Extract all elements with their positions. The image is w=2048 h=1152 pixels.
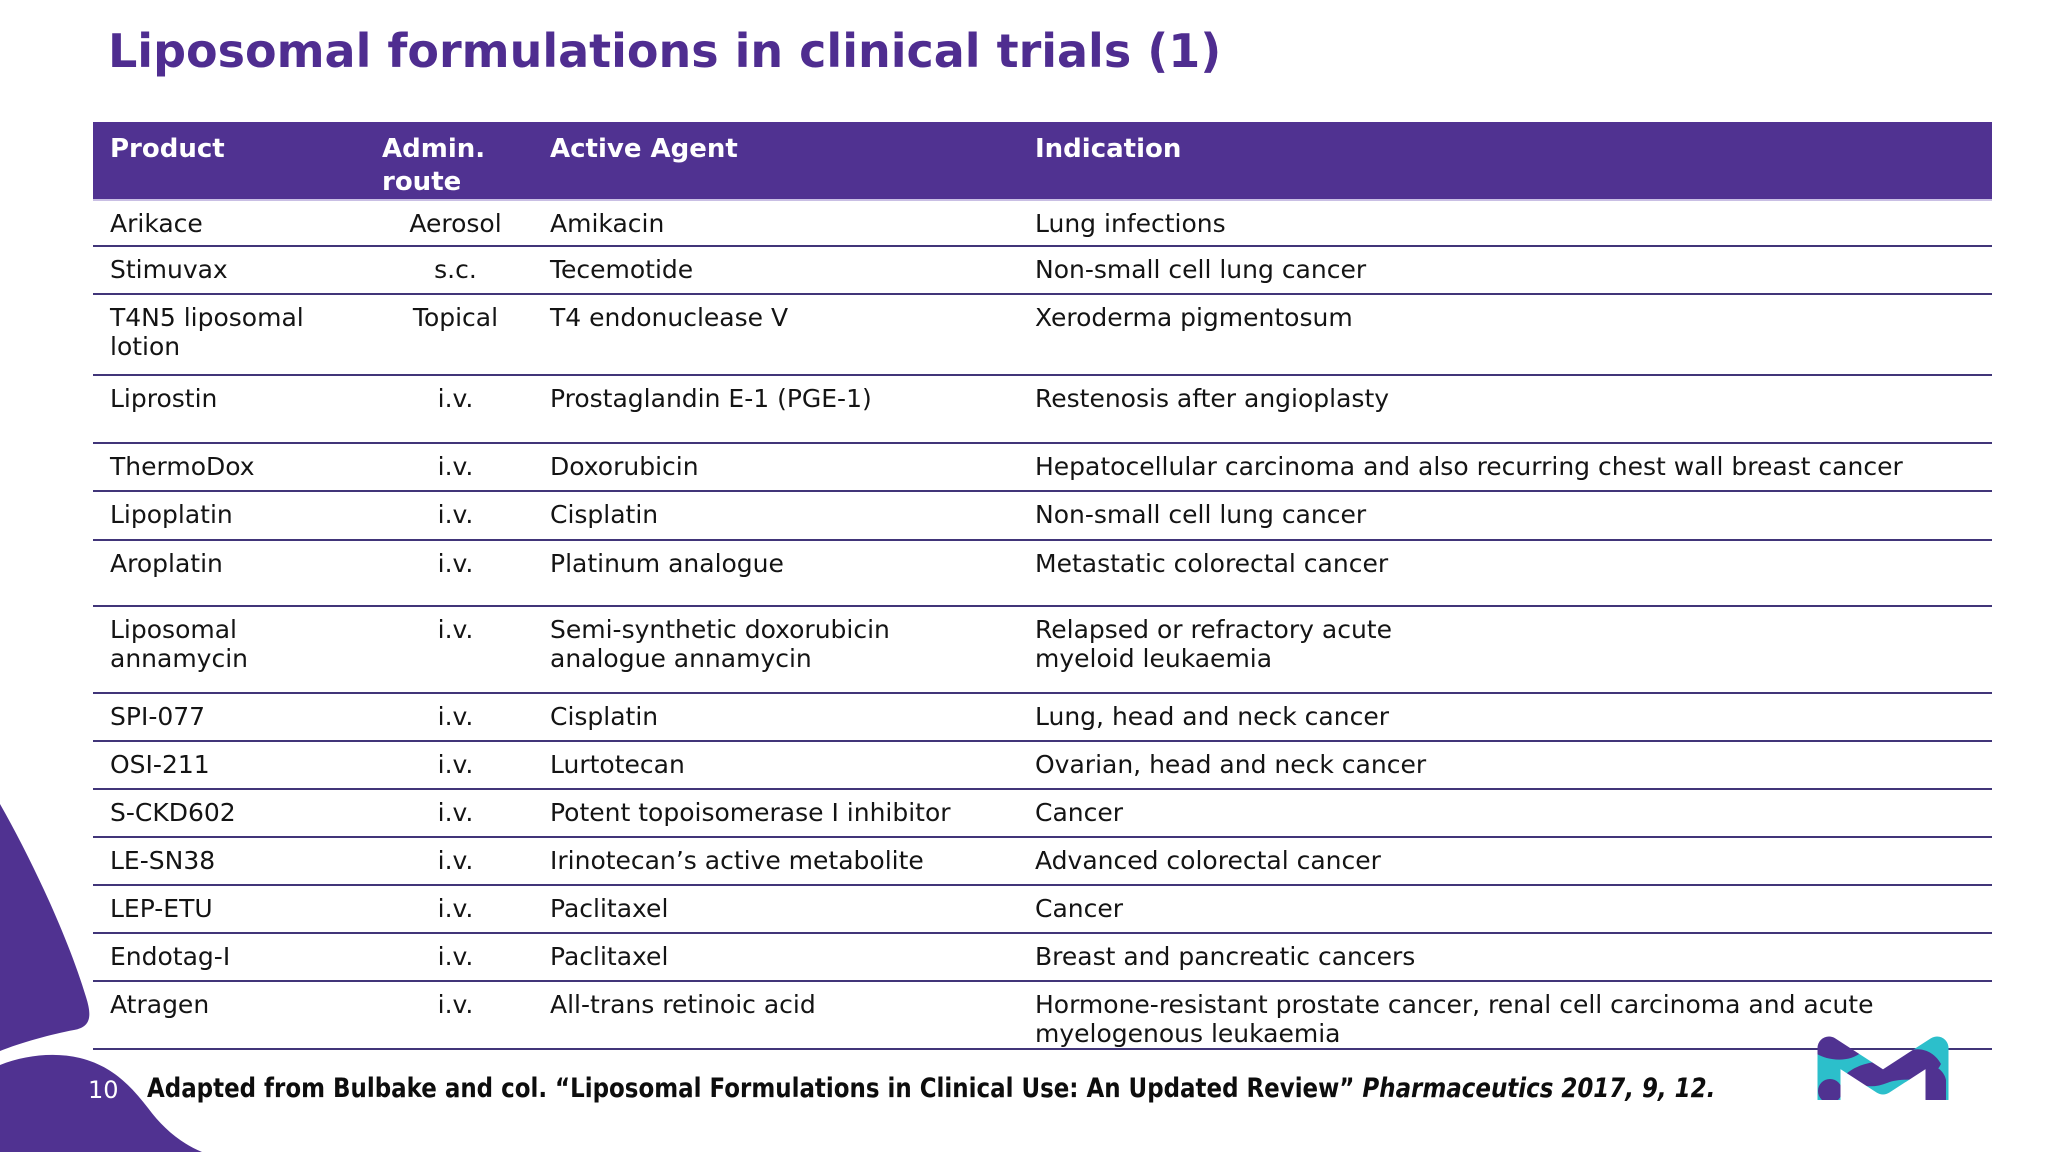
cell-active-agent: Lurtotecan (550, 750, 685, 779)
cell-product: SPI-077 (110, 702, 206, 731)
cell-product: OSI-211 (110, 750, 210, 779)
column-header-admin-route: Admin. route (382, 134, 486, 197)
page-title: Liposomal formulations in clinical trial… (108, 24, 1222, 78)
cell-active-agent: Cisplatin (550, 500, 659, 529)
cell-product: Stimuvax (110, 255, 228, 284)
citation-source: Pharmaceutics 2017, 9, 12. (1362, 1073, 1716, 1104)
footer-citation: Adapted from Bulbake and col. “Liposomal… (147, 1072, 1715, 1106)
table-row: LE-SN38 i.v. Irinotecan’s active metabol… (93, 838, 1992, 886)
cell-admin-route: i.v. (437, 452, 474, 481)
cell-admin-route: i.v. (437, 384, 474, 413)
cell-active-agent: Paclitaxel (550, 894, 669, 923)
table-row: LEP-ETU i.v. Paclitaxel Cancer (93, 886, 1992, 934)
cell-active-agent: Potent topoisomerase I inhibitor (550, 798, 951, 827)
cell-admin-route: Topical (412, 303, 499, 332)
cell-admin-route: Aerosol (409, 209, 502, 238)
cell-active-agent: Paclitaxel (550, 942, 669, 971)
cell-admin-route: i.v. (437, 990, 474, 1019)
cell-indication: Restenosis after angioplasty (1035, 384, 1390, 413)
cell-indication: Lung, head and neck cancer (1035, 702, 1389, 731)
cell-admin-route: i.v. (437, 846, 474, 875)
cell-admin-route: i.v. (437, 942, 474, 971)
merck-logo-icon (1817, 1033, 1949, 1100)
table-row: Aroplatin i.v. Platinum analogue Metasta… (93, 541, 1992, 607)
cell-active-agent: Semi-synthetic doxorubicin analogue anna… (550, 615, 890, 673)
table-row: OSI-211 i.v. Lurtotecan Ovarian, head an… (93, 742, 1992, 790)
cell-indication: Non-small cell lung cancer (1035, 255, 1367, 284)
table-header-row: Product Admin. route Active Agent Indica… (93, 122, 1992, 201)
cell-product: Endotag-I (110, 942, 231, 971)
cell-admin-route: i.v. (437, 549, 474, 578)
cell-indication: Breast and pancreatic cancers (1035, 942, 1416, 971)
cell-product: Arikace (110, 209, 203, 238)
cell-indication: Hormone-resistant prostate cancer, renal… (1035, 990, 1874, 1048)
cell-admin-route: i.v. (437, 798, 474, 827)
cell-admin-route: i.v. (437, 750, 474, 779)
table-row: Liposomal annamycin i.v. Semi-synthetic … (93, 607, 1992, 694)
table-row: Stimuvax s.c. Tecemotide Non-small cell … (93, 247, 1992, 295)
clinical-trials-table: Product Admin. route Active Agent Indica… (93, 122, 1992, 1050)
cell-indication: Xeroderma pigmentosum (1035, 303, 1353, 332)
table-row: S-CKD602 i.v. Potent topoisomerase I inh… (93, 790, 1992, 838)
cell-active-agent: Prostaglandin E-1 (PGE-1) (550, 384, 872, 413)
cell-active-agent: All-trans retinoic acid (550, 990, 816, 1019)
cell-indication: Cancer (1035, 798, 1124, 827)
cell-active-agent: Tecemotide (550, 255, 694, 284)
cell-product: S-CKD602 (110, 798, 236, 827)
cell-indication: Relapsed or refractory acute myeloid leu… (1035, 615, 1392, 673)
cell-product: LEP-ETU (110, 894, 213, 923)
cell-active-agent: Cisplatin (550, 702, 659, 731)
cell-active-agent: T4 endonuclease V (550, 303, 789, 332)
table-body: Arikace Aerosol Amikacin Lung infections… (93, 201, 1992, 1050)
citation-text: Adapted from Bulbake and col. “Liposomal… (147, 1073, 1363, 1104)
cell-admin-route: i.v. (437, 702, 474, 731)
table-row: SPI-077 i.v. Cisplatin Lung, head and ne… (93, 694, 1992, 742)
cell-admin-route: s.c. (434, 255, 477, 284)
cell-indication: Non-small cell lung cancer (1035, 500, 1367, 529)
table-row: Liprostin i.v. Prostaglandin E-1 (PGE-1)… (93, 376, 1992, 444)
table-row: Arikace Aerosol Amikacin Lung infections (93, 201, 1992, 247)
cell-indication: Advanced colorectal cancer (1035, 846, 1381, 875)
cell-product: LE-SN38 (110, 846, 216, 875)
cell-indication: Metastatic colorectal cancer (1035, 549, 1389, 578)
cell-product: Lipoplatin (110, 500, 233, 529)
table-row: T4N5 liposomal lotion Topical T4 endonuc… (93, 295, 1992, 376)
column-header-product: Product (110, 134, 225, 164)
table-row: Lipoplatin i.v. Cisplatin Non-small cell… (93, 492, 1992, 541)
cell-product: Liposomal annamycin (110, 615, 249, 673)
cell-product: Liprostin (110, 384, 218, 413)
cell-indication: Hepatocellular carcinoma and also recurr… (1035, 452, 1903, 481)
column-header-active-agent: Active Agent (550, 134, 738, 164)
cell-product: Atragen (110, 990, 210, 1019)
cell-admin-route: i.v. (437, 500, 474, 529)
cell-indication: Lung infections (1035, 209, 1226, 238)
cell-active-agent: Platinum analogue (550, 549, 784, 578)
page-number: 10 (88, 1076, 119, 1104)
cell-product: T4N5 liposomal lotion (110, 303, 304, 361)
cell-admin-route: i.v. (437, 894, 474, 923)
column-header-indication: Indication (1035, 134, 1182, 164)
cell-active-agent: Irinotecan’s active metabolite (550, 846, 924, 875)
table-row: Atragen i.v. All-trans retinoic acid Hor… (93, 982, 1992, 1050)
table-row: ThermoDox i.v. Doxorubicin Hepatocellula… (93, 444, 1992, 492)
cell-product: ThermoDox (110, 452, 255, 481)
cell-indication: Cancer (1035, 894, 1124, 923)
cell-active-agent: Amikacin (550, 209, 665, 238)
cell-admin-route: i.v. (437, 615, 474, 644)
corner-petal-shape (0, 804, 90, 1051)
cell-product: Aroplatin (110, 549, 223, 578)
bottom-wave-shape (0, 1054, 202, 1152)
table-row: Endotag-I i.v. Paclitaxel Breast and pan… (93, 934, 1992, 982)
cell-indication: Ovarian, head and neck cancer (1035, 750, 1427, 779)
cell-active-agent: Doxorubicin (550, 452, 699, 481)
